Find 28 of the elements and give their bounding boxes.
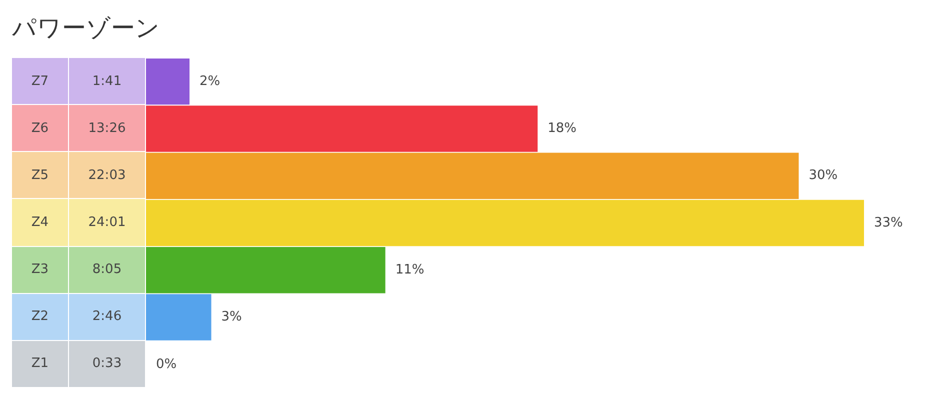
text: 13:26 <box>69 105 145 152</box>
bar <box>146 58 190 105</box>
bar <box>146 106 538 152</box>
y-tick-label: Z7 <box>12 58 68 104</box>
y-tick-label: Z6 <box>12 105 68 152</box>
y-tick-label: Z1 <box>12 340 68 387</box>
bar <box>146 200 864 246</box>
bar <box>146 152 799 199</box>
y-tick-label: Z4 <box>12 199 68 246</box>
y-tick-label: Z3 <box>12 246 68 293</box>
y-tick-label: Z5 <box>12 152 68 198</box>
text: 24:01 <box>69 199 145 246</box>
data-label: 2% <box>200 74 220 89</box>
data-label: 11% <box>395 262 424 278</box>
text: 8:05 <box>69 246 145 293</box>
text: 0:33 <box>69 340 145 387</box>
data-label: 30% <box>808 168 838 184</box>
text: 2:46 <box>69 294 145 340</box>
chart-title: パワーゾーン <box>12 13 160 44</box>
data-label: 3% <box>221 310 242 325</box>
y-tick-label: Z2 <box>12 294 68 340</box>
data-label: 18% <box>548 121 577 136</box>
bar <box>146 247 386 294</box>
data-label: 0% <box>156 356 177 372</box>
text: 1:41 <box>69 58 145 104</box>
bar <box>146 294 212 340</box>
text: 22:03 <box>69 152 145 198</box>
data-label: 33% <box>874 215 903 230</box>
